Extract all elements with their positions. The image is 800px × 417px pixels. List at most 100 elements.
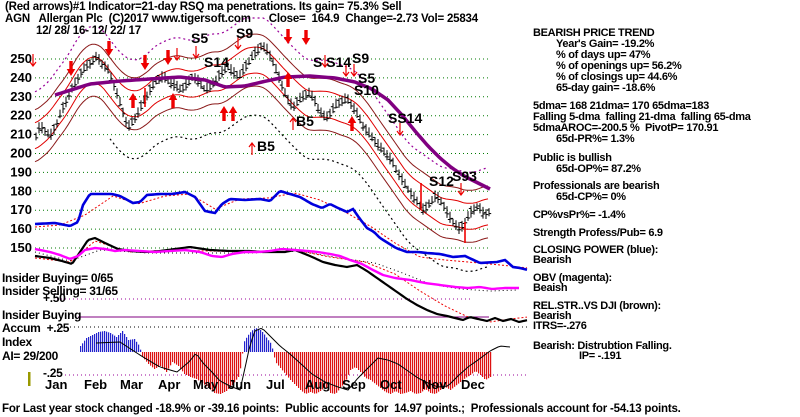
ai-bar [260, 330, 262, 352]
ai-bar [100, 331, 102, 352]
ai-bar [128, 340, 130, 352]
analysis-line: Bearish [533, 254, 572, 266]
buy-arrow-icon [168, 93, 178, 108]
axis-tick [28, 372, 31, 386]
ai-bar [334, 352, 336, 394]
month-label: Mar [120, 377, 143, 392]
ai-bar [440, 352, 442, 390]
ai-bar [362, 352, 364, 375]
closing-power-line [34, 189, 528, 272]
ai-bar [430, 352, 432, 393]
buy-arrow-icon [283, 72, 293, 87]
ai-bar [490, 352, 492, 377]
ai-bar [196, 352, 198, 379]
ai-bar [204, 352, 206, 385]
analysis-line: Beaish [533, 282, 568, 294]
y-axis-label: 220 [10, 108, 32, 123]
ai-bar [248, 334, 250, 352]
ai-bar [154, 352, 156, 369]
ai-bar [164, 352, 166, 370]
ai-bar [376, 352, 378, 385]
sell-arrow-thin-icon [321, 55, 329, 68]
sell-arrow-thin-icon [396, 123, 404, 136]
ai-bar [358, 352, 360, 370]
ai-bar [468, 352, 470, 377]
ai-bar [288, 352, 290, 378]
ai-bar [324, 352, 326, 388]
indicator-label: -.25 [43, 366, 63, 380]
ai-bar [230, 352, 232, 387]
ai-bar [322, 352, 324, 390]
ai-bar [162, 352, 164, 368]
ai-bar [150, 352, 152, 366]
buy-arrow-thin-icon [248, 142, 256, 155]
ai-bar [312, 352, 314, 393]
analysis-line: Professionals are bearish [533, 180, 660, 192]
y-axis-label: 150 [10, 240, 32, 255]
ai-bar [232, 352, 234, 385]
analysis-line: 5dma= 168 21dma= 170 65dma=183 [533, 100, 709, 112]
ai-bar [134, 339, 136, 352]
ai-bar [254, 328, 256, 352]
ai-bar [412, 352, 414, 393]
ai-bar [418, 352, 420, 394]
ai-bar [320, 352, 322, 391]
y-axis-label: 230 [10, 89, 32, 104]
ai-bar [138, 344, 140, 352]
ai-bar [176, 352, 178, 365]
ai-bar [82, 343, 84, 352]
ai-bar [258, 328, 260, 352]
ai-bar [356, 352, 358, 368]
sell-arrow-thin-icon [192, 46, 200, 59]
ai-bar [410, 352, 412, 391]
indicator-label: Index [2, 335, 32, 349]
ai-bar [208, 352, 210, 388]
ai-bar [160, 352, 162, 366]
sell-arrow-thin-icon [29, 54, 37, 67]
analysis-line: REL.STR..VS DJI (brown): [533, 300, 661, 312]
analysis-line: % of closings up= 44.6% [556, 71, 678, 83]
signal-label: S14 [204, 54, 229, 70]
ai-bar [80, 346, 82, 352]
ai-bar [136, 341, 138, 352]
ai-bar [352, 352, 354, 369]
analysis-line: IP= -.191 [579, 350, 622, 362]
summary-footer: For Last year stock changed -18.9% or -3… [2, 403, 681, 415]
y-axis-label: 160 [10, 221, 32, 236]
buy-arrow-icon [228, 106, 238, 121]
ai-bar [174, 352, 176, 364]
signal-label: S93 [452, 168, 477, 184]
sell-arrow-thin-icon [342, 64, 350, 77]
ai-bar [112, 334, 114, 352]
ai-bar [280, 352, 282, 368]
ai-bar [442, 352, 444, 389]
signal-label: SS14 [388, 110, 422, 126]
ai-bar [364, 352, 366, 377]
signal-label: S5 [191, 30, 208, 46]
analysis-line: BEARISH PRICE TREND [533, 27, 655, 39]
ai-bar [436, 352, 438, 394]
relative-strength-line [34, 236, 528, 324]
signal-label: B5 [296, 113, 314, 129]
ai-bar [476, 352, 478, 372]
ai-bar [350, 352, 352, 370]
ai-bar [104, 331, 106, 352]
analysis-line: 65-day gain= -18.6% [556, 82, 656, 94]
ai-bar [398, 352, 400, 393]
analysis-line: % of days up= 47% [556, 49, 651, 61]
price-band [34, 72, 489, 230]
sell-arrow-thin-icon [350, 64, 358, 77]
ai-bar [480, 352, 482, 375]
ai-ma-line [95, 327, 511, 391]
ai-bar [172, 352, 174, 362]
analysis-line: Bearish: Distrubtion Falling. [533, 340, 672, 352]
ai-bar [290, 352, 292, 380]
ai-bar [406, 352, 408, 393]
ai-bar [184, 352, 186, 374]
ai-bar [166, 352, 168, 372]
ai-bar [272, 348, 274, 352]
ai-bar [386, 352, 388, 393]
ai-bar [482, 352, 484, 377]
ai-bar [478, 352, 480, 374]
